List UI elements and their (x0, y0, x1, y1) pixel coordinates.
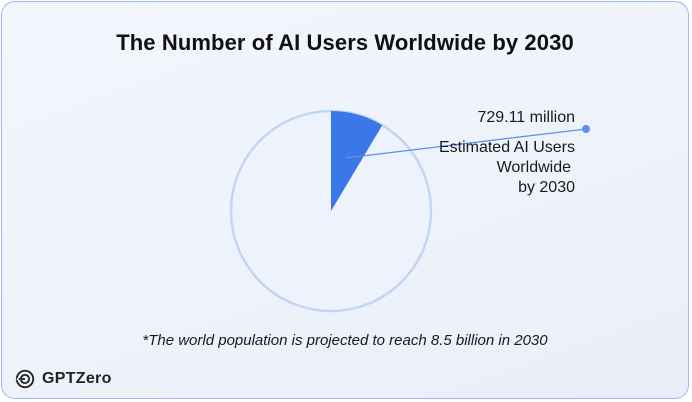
slice-desc-line-2: Worldwide (497, 159, 572, 176)
brand-name: GPTZero (42, 370, 112, 387)
brand-logo: GPTZero (14, 368, 112, 390)
slice-desc-line-3: by 2030 (518, 179, 575, 196)
annotation-leader-dot (582, 125, 590, 133)
slice-value-label: 729.11 million (477, 109, 575, 126)
chart-title: The Number of AI Users Worldwide by 2030 (116, 30, 574, 55)
slice-desc-line-1: Estimated AI Users (439, 139, 575, 156)
annotation-leader-line (345, 128, 587, 159)
chart-footnote: *The world population is projected to re… (142, 332, 548, 349)
gptzero-logo-icon (15, 369, 35, 389)
pie-slice-ai-users (331, 111, 383, 211)
